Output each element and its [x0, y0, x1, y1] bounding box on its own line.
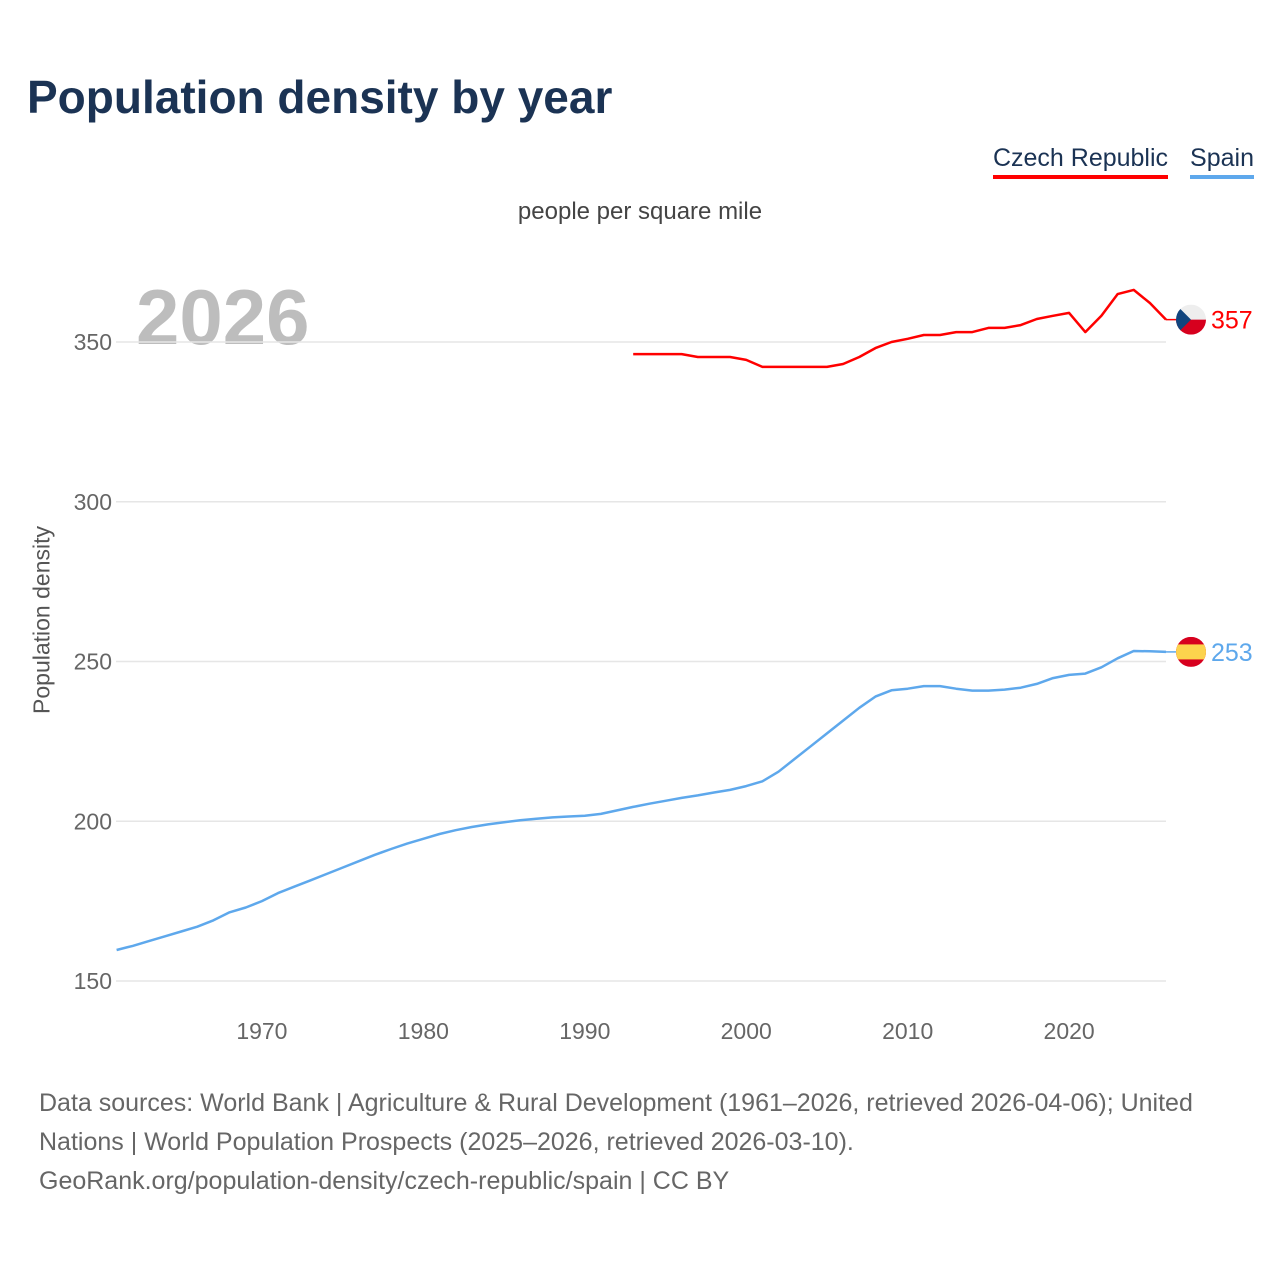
- y-tick-label: 150: [74, 968, 112, 994]
- data-sources-footer: Data sources: World Bank | Agriculture &…: [39, 1084, 1249, 1201]
- x-tick-label: 2000: [721, 1018, 772, 1044]
- x-tick-label: 2010: [882, 1018, 933, 1044]
- x-tick-label: 1970: [236, 1018, 287, 1044]
- y-tick-label: 250: [74, 649, 112, 675]
- y-tick-label: 350: [74, 329, 112, 355]
- x-tick-label: 1980: [398, 1018, 449, 1044]
- x-tick-label: 1990: [559, 1018, 610, 1044]
- y-tick-label: 300: [74, 489, 112, 515]
- legend-item-spain[interactable]: Spain: [1190, 144, 1254, 179]
- current-year-label: 2026: [136, 273, 310, 361]
- spain-flag-icon: [1176, 636, 1206, 667]
- series-line-spain: [116, 649, 1167, 952]
- czech-flag-icon: [1176, 304, 1206, 335]
- footer-link[interactable]: GeoRank.org/population-density/czech-rep…: [39, 1167, 730, 1195]
- series-line-czech-republic: [633, 288, 1167, 369]
- x-tick-label: 2020: [1044, 1018, 1095, 1044]
- legend: Czech Republic Spain: [992, 144, 1254, 179]
- y-tick-label: 200: [74, 808, 112, 834]
- end-value-label: 253: [1211, 639, 1253, 667]
- chart-subtitle: people per square mile: [517, 198, 763, 225]
- page-title: Population density by year: [27, 71, 613, 123]
- footer-sources: Data sources: World Bank | Agriculture &…: [39, 1089, 1193, 1156]
- end-value-label: 357: [1211, 307, 1253, 335]
- legend-item-czech-republic[interactable]: Czech Republic: [992, 144, 1169, 179]
